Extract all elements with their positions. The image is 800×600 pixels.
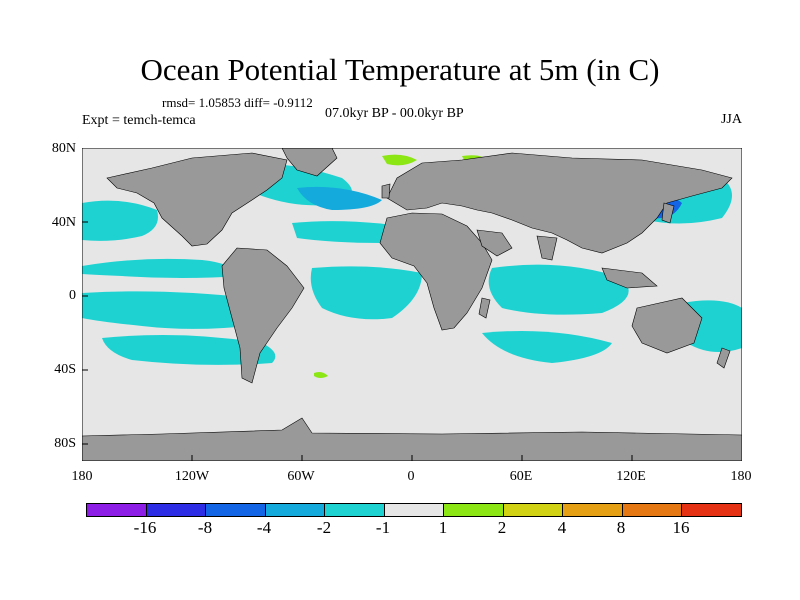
lon-label-0: 0 bbox=[407, 469, 415, 484]
legend-swatch-2 bbox=[206, 504, 266, 516]
natl-blue-patch bbox=[297, 186, 382, 210]
new-zealand bbox=[716, 347, 731, 369]
satl-cyan-patch bbox=[310, 266, 422, 320]
legend-label-4: -1 bbox=[375, 518, 391, 537]
lon-label-120e: 120E bbox=[616, 469, 646, 484]
lat-label-40s: 40S bbox=[54, 362, 76, 377]
legend-swatch-5 bbox=[384, 504, 445, 516]
legend-label-0: -16 bbox=[133, 518, 157, 537]
legend-label-3: -2 bbox=[316, 518, 332, 537]
lon-label-180e: 180 bbox=[730, 469, 752, 484]
indonesia bbox=[601, 267, 658, 289]
legend-label-9: 16 bbox=[672, 518, 690, 537]
lat-label-80n: 80N bbox=[51, 141, 76, 156]
satl-green-patch bbox=[314, 372, 328, 378]
south-america bbox=[221, 247, 305, 384]
lon-label-60w: 60W bbox=[287, 469, 315, 484]
north-america bbox=[106, 152, 288, 247]
season-label: JJA bbox=[720, 112, 742, 127]
color-legend bbox=[86, 503, 742, 517]
japan bbox=[661, 202, 675, 224]
map-title: Ocean Potential Temperature at 5m (in C) bbox=[140, 52, 660, 87]
greenland bbox=[281, 148, 338, 177]
barents-green-patch bbox=[382, 154, 417, 166]
lon-label-180w: 180 bbox=[71, 469, 93, 484]
legend-swatch-8 bbox=[563, 504, 623, 516]
legend-label-5: 1 bbox=[438, 518, 448, 537]
legend-swatch-0 bbox=[87, 504, 147, 516]
axis-ticks bbox=[82, 148, 633, 461]
stats-text: rmsd= 1.05853 diff= -0.9112 bbox=[162, 95, 313, 110]
spac-cyan-patch-2 bbox=[102, 334, 276, 365]
madagascar bbox=[478, 297, 491, 319]
arabia bbox=[476, 229, 513, 257]
lat-label-80s: 80S bbox=[54, 436, 76, 451]
legend-swatch-3 bbox=[265, 504, 326, 516]
legend-swatch-9 bbox=[622, 504, 683, 516]
legend-label-2: -4 bbox=[256, 518, 272, 537]
legend-swatch-10 bbox=[682, 504, 742, 516]
india bbox=[536, 235, 558, 261]
tropatl-cyan-patch bbox=[292, 221, 405, 243]
legend-swatch-7 bbox=[503, 504, 564, 516]
legend-label-8: 8 bbox=[616, 518, 626, 537]
legend-swatch-4 bbox=[325, 504, 385, 516]
legend-swatch-6 bbox=[444, 504, 504, 516]
eq-pac-cyan-patch bbox=[82, 258, 242, 278]
australia bbox=[631, 297, 703, 354]
period-label: 07.0kyr BP - 00.0kyr BP bbox=[325, 106, 464, 121]
lat-label-0: 0 bbox=[69, 288, 76, 303]
legend-label-6: 2 bbox=[497, 518, 507, 537]
eurasia bbox=[386, 152, 733, 254]
uk bbox=[381, 183, 391, 199]
lon-label-120w: 120W bbox=[174, 469, 210, 484]
sind-cyan-patch bbox=[482, 330, 612, 363]
land-masses bbox=[82, 148, 742, 461]
npac-cyan-patch bbox=[82, 200, 158, 241]
map-plot bbox=[82, 148, 742, 461]
legend-label-7: 4 bbox=[557, 518, 567, 537]
spac-cyan-patch bbox=[82, 291, 275, 329]
africa bbox=[379, 212, 493, 331]
legend-label-1: -8 bbox=[197, 518, 213, 537]
indian-cyan-patch bbox=[488, 264, 629, 315]
legend-swatch-1 bbox=[146, 504, 207, 516]
lat-label-40n: 40N bbox=[51, 215, 76, 230]
experiment-label: Expt = temch-temca bbox=[82, 113, 196, 128]
lon-label-60e: 60E bbox=[509, 469, 533, 484]
antarctica bbox=[82, 417, 742, 461]
